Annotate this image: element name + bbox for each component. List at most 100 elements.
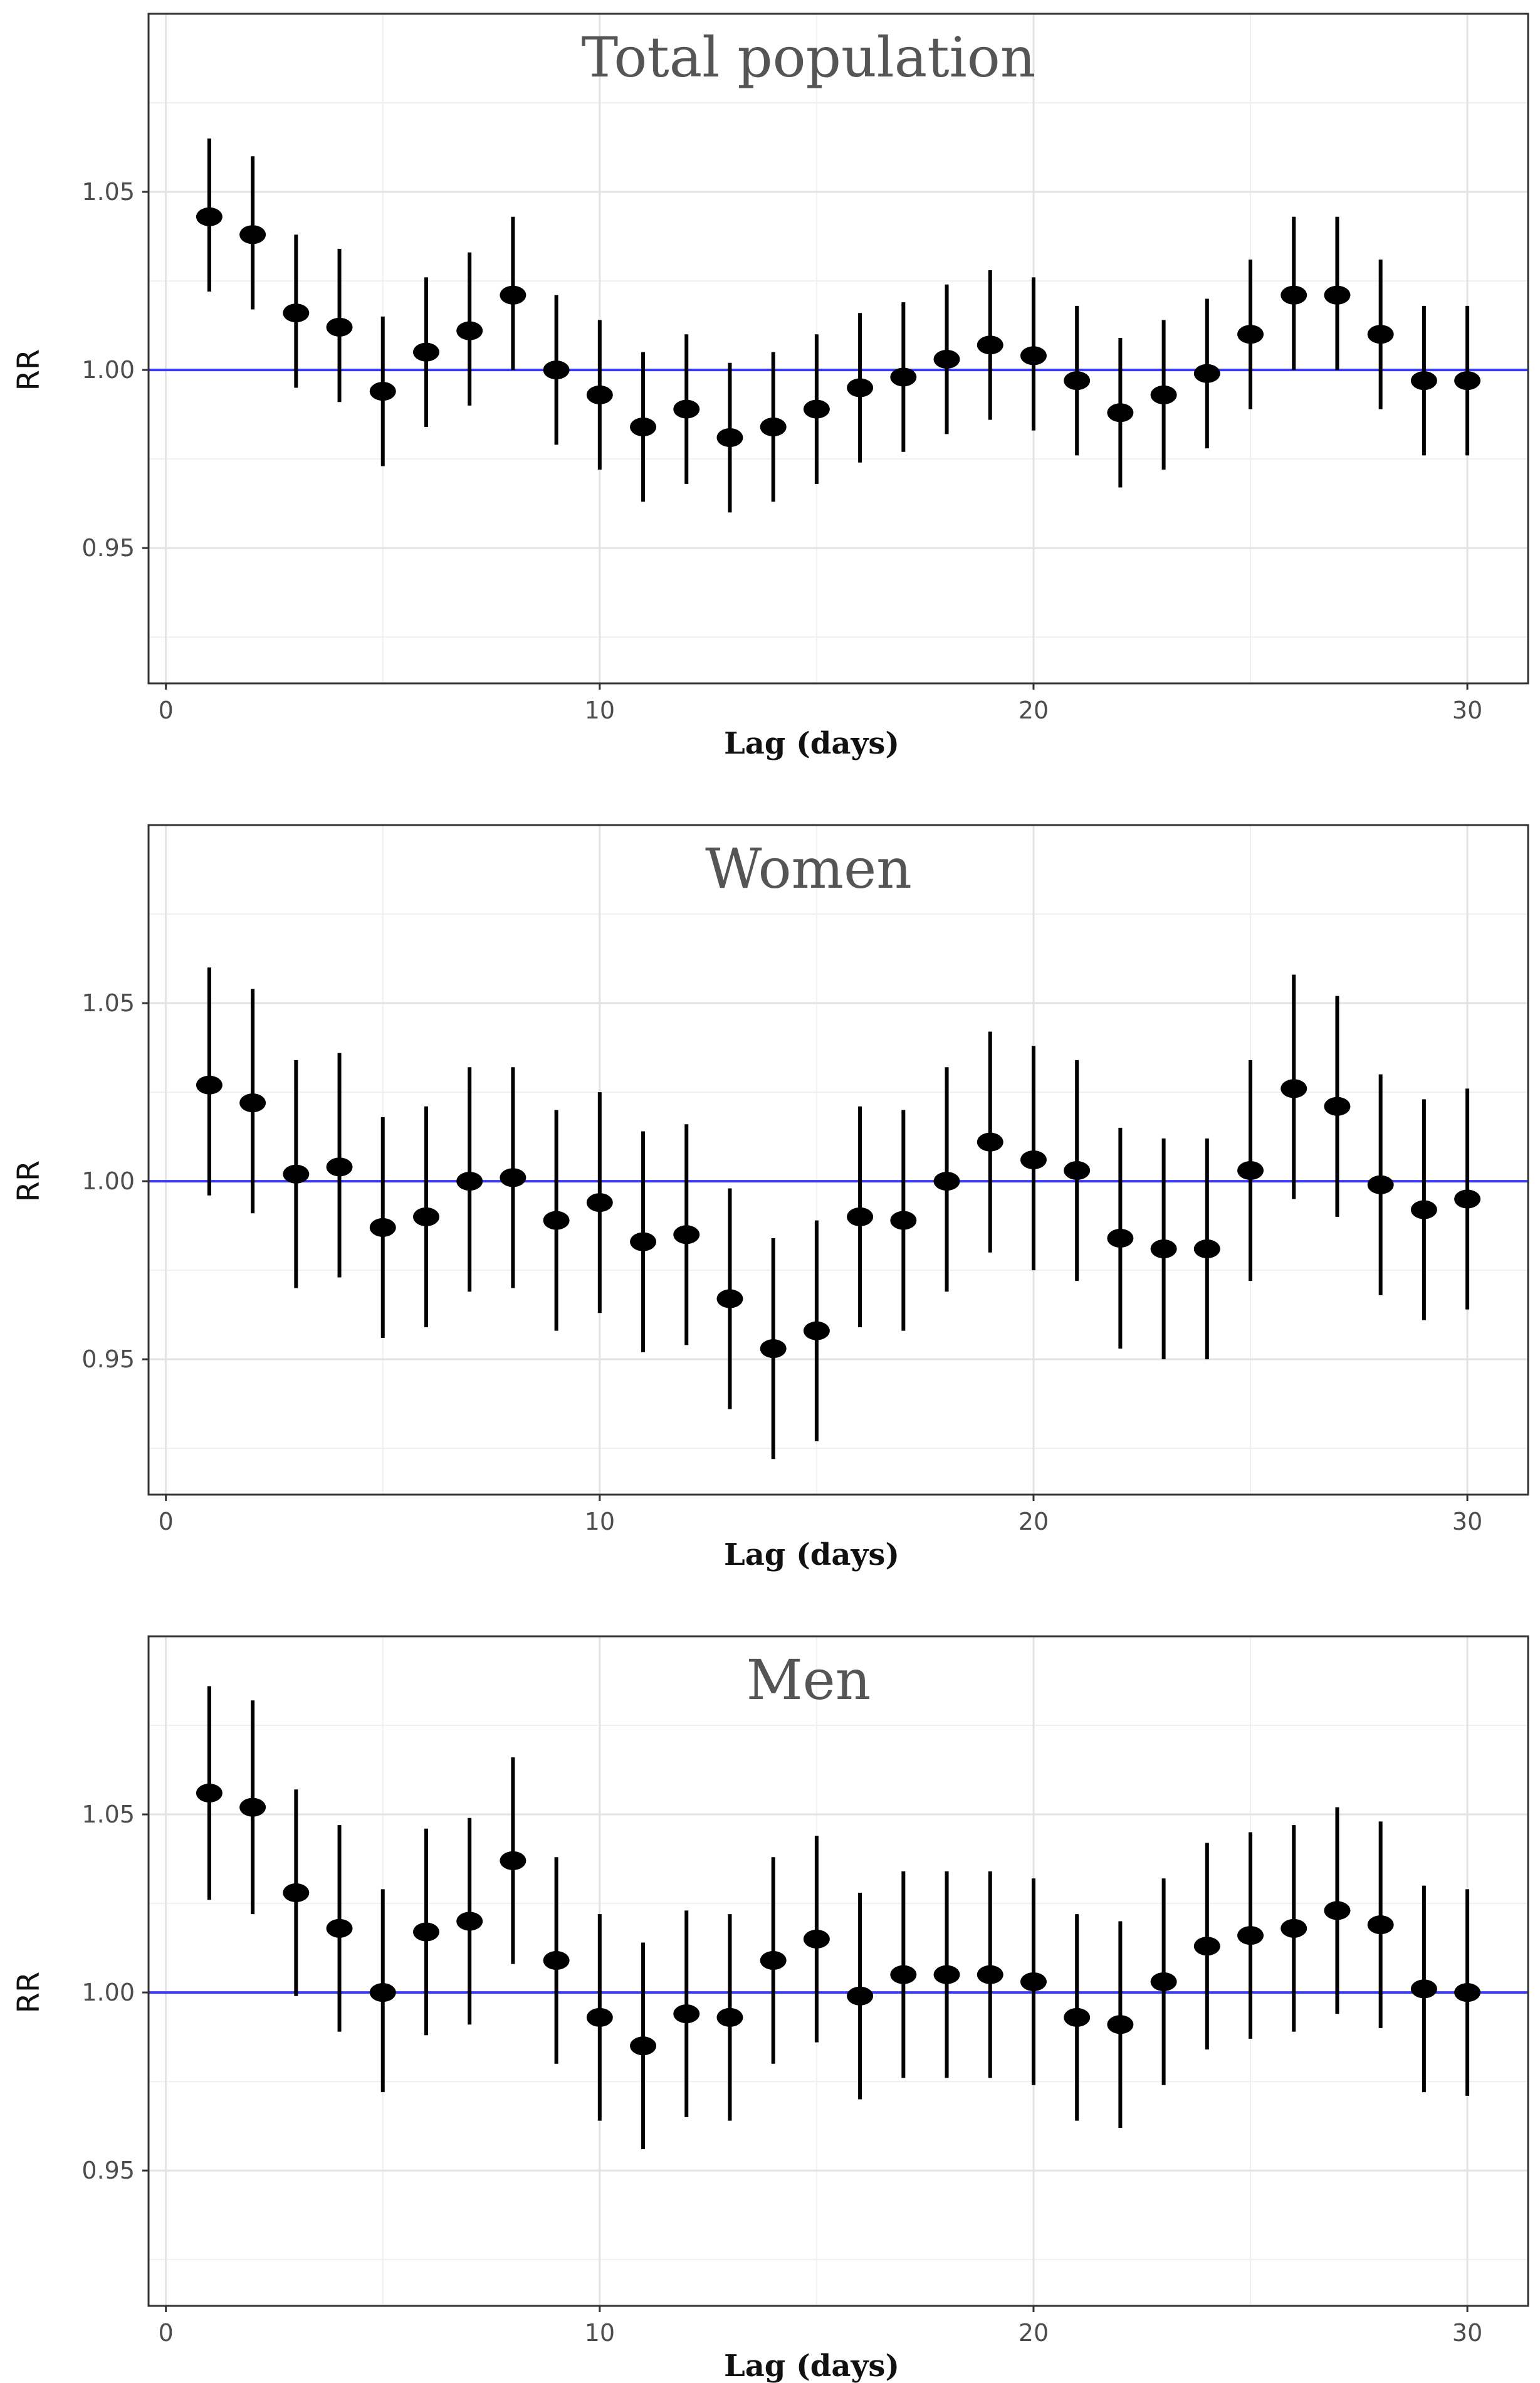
data-point <box>543 1211 570 1230</box>
data-point <box>456 321 483 340</box>
data-point <box>1281 285 1307 305</box>
y-tick-label: 1.00 <box>81 356 135 384</box>
data-point <box>977 1965 1003 1984</box>
data-point <box>1324 1901 1351 1920</box>
data-point <box>196 1783 223 1802</box>
chart-title: Total population <box>582 25 1036 90</box>
data-point <box>456 1912 483 1931</box>
data-point <box>847 1986 874 2006</box>
data-point <box>1150 1239 1177 1259</box>
data-point <box>1367 1175 1394 1194</box>
data-point <box>543 1950 570 1970</box>
x-tick-label: 20 <box>1019 2319 1049 2347</box>
panel-border <box>147 13 1529 685</box>
data-point <box>412 1207 439 1226</box>
plot-background <box>149 14 1528 683</box>
y-tick-label: 0.95 <box>81 1345 135 1373</box>
data-point <box>1193 1937 1220 1956</box>
data-point <box>239 1093 266 1113</box>
data-point <box>239 1797 266 1817</box>
data-point <box>1237 1926 1264 1945</box>
data-point <box>933 350 960 369</box>
y-axis-title: RR <box>11 1160 46 1202</box>
chart-panel-2: 0 10 20 30 0.95 1.00 1.05 Women Lag (days) RR <box>11 824 1529 1572</box>
data-point <box>1064 2007 1091 2027</box>
data-point <box>673 399 700 419</box>
x-tick-label: 0 <box>159 2319 174 2347</box>
x-axis-title: Lag (days) <box>724 1537 899 1572</box>
data-point <box>760 417 787 436</box>
data-point <box>1410 371 1437 391</box>
y-tick-label: 1.00 <box>81 1167 135 1195</box>
data-point <box>1020 1972 1047 1992</box>
data-point <box>239 225 266 245</box>
data-point <box>543 360 570 380</box>
data-point <box>500 285 526 305</box>
data-point <box>283 1164 310 1184</box>
data-point <box>1324 1097 1351 1116</box>
data-point <box>412 342 439 362</box>
data-point <box>673 1225 700 1244</box>
data-point <box>716 2007 743 2027</box>
data-point <box>1193 1239 1220 1259</box>
data-point <box>586 385 613 404</box>
data-point <box>803 399 830 419</box>
data-point <box>803 1929 830 1949</box>
y-axis-title: RR <box>11 349 46 391</box>
data-point <box>326 317 353 337</box>
chart-title: Women <box>705 836 912 901</box>
data-point <box>716 1289 743 1308</box>
data-point <box>1237 1161 1264 1181</box>
data-point <box>847 378 874 397</box>
data-point <box>326 1918 353 1938</box>
data-point <box>1150 385 1177 404</box>
data-point <box>369 1983 396 2002</box>
x-tick-label: 0 <box>159 697 174 724</box>
x-axis-title: Lag (days) <box>724 726 899 761</box>
data-point <box>890 367 917 387</box>
data-point <box>1410 1979 1437 1999</box>
y-tick-label: 1.05 <box>81 989 135 1017</box>
data-point <box>890 1965 917 1984</box>
data-point <box>196 1075 223 1095</box>
data-point <box>586 1193 613 1213</box>
data-point <box>283 1883 310 1903</box>
x-tick-label: 30 <box>1452 1508 1482 1535</box>
data-point <box>977 1132 1003 1152</box>
data-point <box>803 1321 830 1340</box>
data-point <box>1454 1189 1481 1209</box>
y-axis-title: RR <box>11 1972 46 2014</box>
data-point <box>716 428 743 448</box>
plot-background <box>149 825 1528 1495</box>
data-point <box>1020 346 1047 366</box>
data-point <box>1107 1228 1134 1248</box>
data-point <box>1107 403 1134 423</box>
data-point <box>326 1157 353 1177</box>
data-point <box>456 1172 483 1191</box>
x-tick-label: 10 <box>585 2319 615 2347</box>
data-point <box>586 2007 613 2027</box>
y-tick-label: 1.00 <box>81 1979 135 2006</box>
data-point <box>369 1218 396 1237</box>
data-point <box>630 2036 657 2056</box>
data-point <box>500 1851 526 1870</box>
data-point <box>673 2004 700 2024</box>
y-tick-label: 1.05 <box>81 178 135 206</box>
data-point <box>933 1172 960 1191</box>
data-point <box>1064 1161 1091 1181</box>
data-point <box>369 382 396 401</box>
data-point <box>196 207 223 226</box>
x-tick-label: 30 <box>1452 2319 1482 2347</box>
data-point <box>977 335 1003 355</box>
data-point <box>1064 371 1091 391</box>
data-point <box>933 1965 960 1984</box>
chart-title: Men <box>746 1648 871 1712</box>
data-point <box>412 1922 439 1942</box>
panel-border <box>147 1635 1529 2307</box>
x-tick-label: 10 <box>585 697 615 724</box>
chart-panel-1: 0 10 20 30 0.95 1.00 1.05 Total population Lag (… <box>11 13 1529 761</box>
chart-panel-3: 0 10 20 30 0.95 1.00 1.05 Men Lag (days) RR <box>11 1635 1529 2383</box>
y-tick-label: 0.95 <box>81 534 135 562</box>
x-tick-label: 20 <box>1019 697 1049 724</box>
